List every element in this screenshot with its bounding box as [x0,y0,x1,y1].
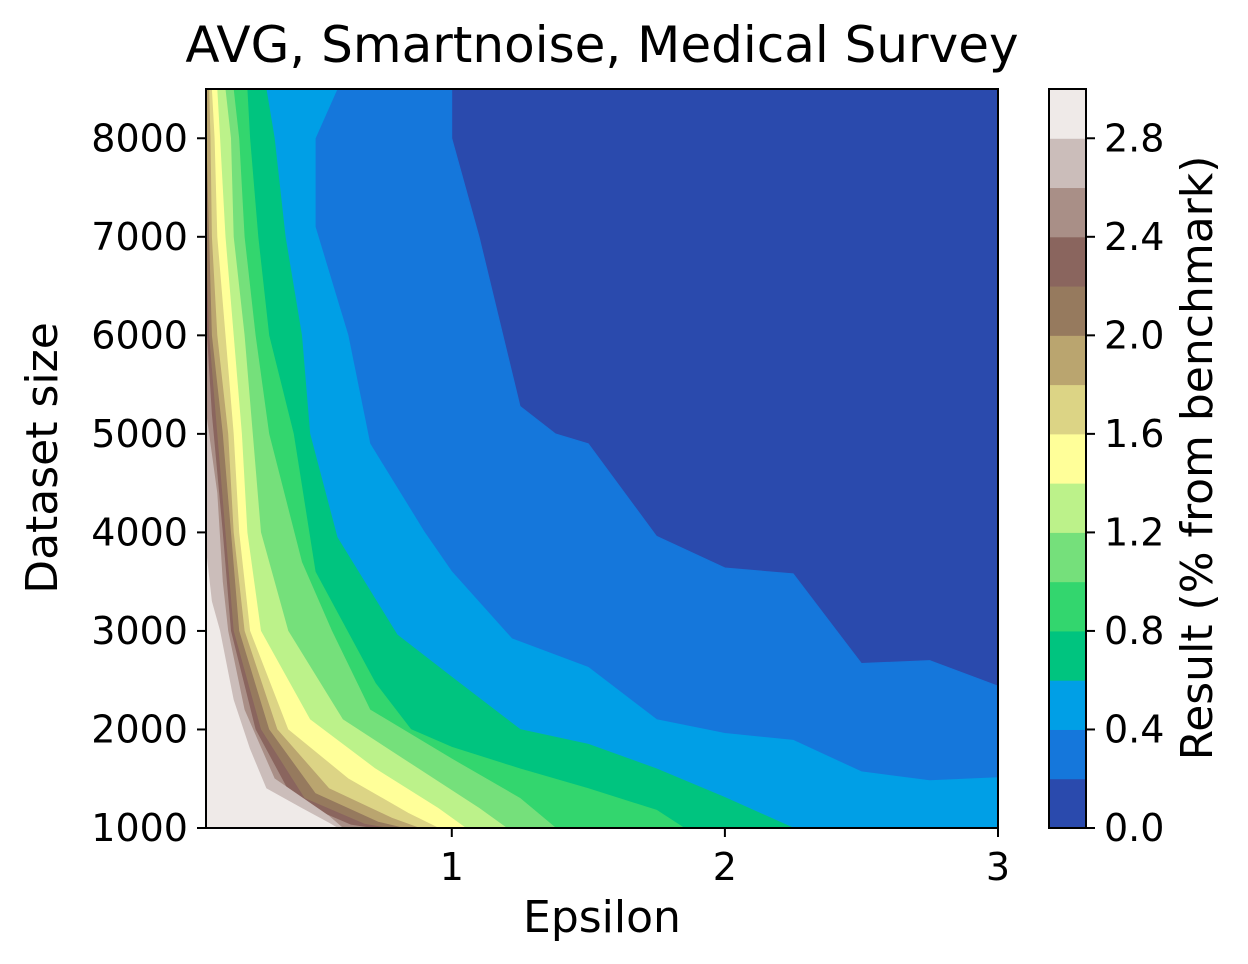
colorbar-swatch [1049,138,1086,189]
chart-title: AVG, Smartnoise, Medical Survey [185,16,1018,74]
y-tick-label: 7000 [91,215,188,259]
colorbar-frame [1048,88,1087,829]
colorbar-tick-label: 2.8 [1104,116,1164,160]
colorbar-tick-label: 0.8 [1104,609,1164,653]
colorbar-tick-label: 0.0 [1104,806,1164,850]
x-tick-label: 1 [440,845,464,889]
plot-area [206,89,998,828]
colorbar-swatch [1049,532,1086,583]
plot-frame [205,88,999,829]
y-axis: 1000 2000 3000 4000 5000 6000 7000 8000 [91,116,206,850]
colorbar-swatch [1049,335,1086,386]
y-axis-label: Dataset size [17,322,68,594]
colorbar-swatch [1049,187,1086,238]
x-axis-label: Epsilon [523,892,681,943]
colorbar-swatch [1049,729,1086,780]
contour-band-level-1-2 [206,89,507,828]
colorbar [1048,88,1087,829]
colorbar-swatch [1049,286,1086,336]
colorbar-swatch [1049,89,1086,139]
y-tick-label: 8000 [91,116,188,160]
colorbar-swatch [1049,630,1086,681]
y-tick-label: 2000 [91,707,188,751]
colorbar-swatch [1049,236,1086,287]
contour-band-level-2-4 [206,325,371,828]
colorbar-tick-label: 1.2 [1104,510,1164,554]
colorbar-tick-label: 1.6 [1104,412,1164,456]
x-tick-label: 2 [713,845,737,889]
colorbar-tick-label: 0.4 [1104,707,1164,751]
colorbar-swatch [1049,384,1086,435]
y-tick-label: 4000 [91,510,188,554]
colorbar-tick-label: 2.4 [1104,215,1164,259]
colorbar-swatch [1049,433,1086,484]
x-tick-label: 3 [986,845,1010,889]
contour-band-level-2-8 [206,551,338,828]
colorbar-label: Result (% from benchmark) [1172,156,1223,761]
colorbar-swatch [1049,483,1086,533]
colorbar-axis: 0.0 0.4 0.8 1.2 1.6 2.0 2.4 2.8 [1086,116,1164,850]
colorbar-swatch [1049,581,1086,632]
y-tick-label: 1000 [91,806,188,850]
y-tick-label: 3000 [91,609,188,653]
colorbar-tick-label: 2.0 [1104,313,1164,357]
colorbar-swatch [1049,778,1086,829]
y-tick-label: 5000 [91,412,188,456]
y-tick-label: 6000 [91,313,188,357]
x-axis: 1 2 3 [440,828,1010,889]
colorbar-swatch [1049,680,1086,730]
